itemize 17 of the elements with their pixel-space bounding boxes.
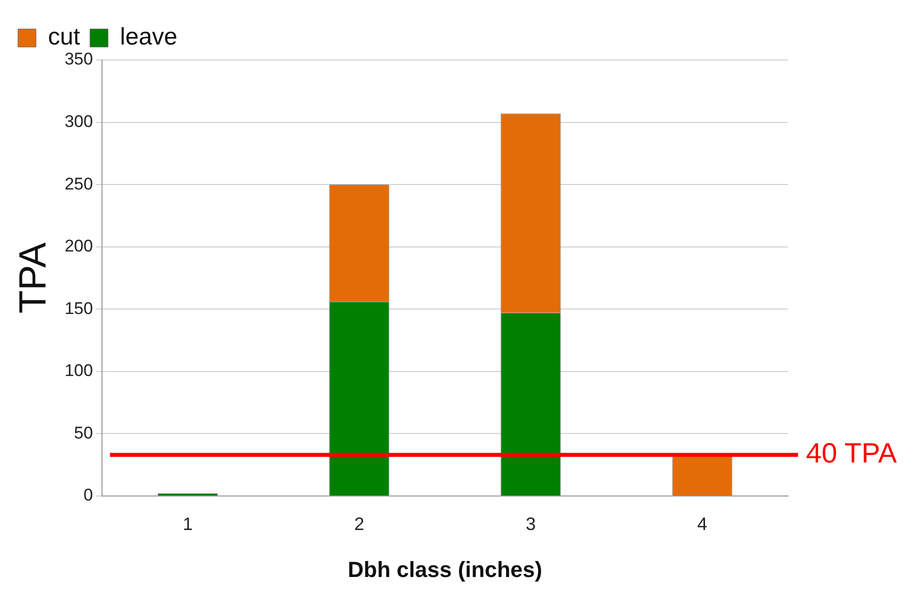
ref-line-label: 40 TPA [806, 438, 898, 469]
y-tick-label: 350 [64, 50, 93, 69]
legend-label: cut [48, 24, 80, 51]
x-tick-label: 4 [697, 514, 708, 534]
x-tick-label: 3 [526, 514, 536, 534]
y-tick-label: 150 [64, 298, 93, 318]
legend-label: leave [120, 24, 178, 51]
y-axis-title: TPA [12, 242, 54, 314]
x-tick-label: 2 [354, 514, 364, 534]
y-tick-label: 300 [64, 112, 93, 131]
y-tick-label: 0 [83, 486, 93, 505]
y-tick-label: 100 [64, 361, 93, 380]
y-tick-label: 50 [74, 423, 93, 442]
y-tick-label: 200 [64, 236, 93, 256]
x-axis-title: Dbh class (inches) [348, 556, 542, 582]
y-tick-label: 250 [64, 174, 93, 194]
x-tick-label: 1 [182, 514, 193, 534]
